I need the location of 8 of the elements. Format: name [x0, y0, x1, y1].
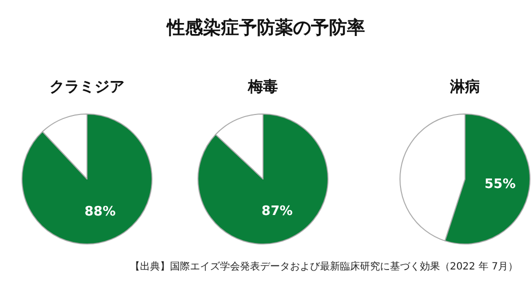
chart-title: 梅毒: [247, 78, 278, 96]
text: 性感染症予防薬の予防率: [166, 18, 365, 38]
chart-title: 淋病: [449, 78, 480, 96]
chart-title: クラミジア: [50, 78, 124, 96]
text: 【出典】国際エイズ学会発表データおよび最新臨床研究に基づく効果（2022 年 7月）: [130, 260, 518, 272]
data-label: 55%: [484, 177, 516, 192]
data-label: 87%: [262, 204, 293, 220]
data-label: 88%: [84, 204, 116, 220]
